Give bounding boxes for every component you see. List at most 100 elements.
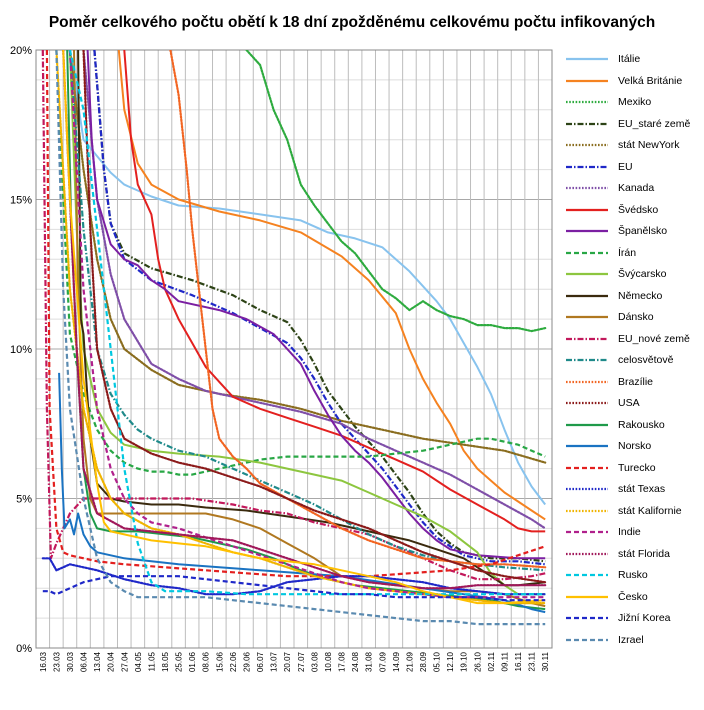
- legend-label: stát Florida: [618, 547, 670, 560]
- series-line-27: [55, 50, 546, 626]
- legend-item: Švédsko: [562, 200, 658, 220]
- legend-swatch: [566, 358, 608, 362]
- tick-labels: 0% 5% 10% 15% 20% 16.03 23.03 30.03 06.04 13.04 20…: [10, 45, 550, 672]
- legend-item: Brazílie: [562, 372, 653, 392]
- y-tick-label: 20%: [10, 45, 32, 57]
- legend-swatch: [566, 229, 608, 233]
- legend-item: Izrael: [562, 630, 644, 650]
- x-tick-label: 01.06: [188, 651, 197, 672]
- legend-label: Švédsko: [618, 203, 659, 216]
- legend-swatch: [566, 552, 608, 555]
- legend-swatch: [566, 466, 608, 469]
- legend-swatch: [566, 337, 608, 340]
- x-tick-label: 27.04: [120, 651, 129, 672]
- legend-item: Itálie: [562, 49, 640, 69]
- x-tick-label: 03.08: [310, 651, 319, 672]
- legend-item: Rusko: [562, 565, 648, 585]
- x-tick-label: 07.09: [378, 651, 387, 672]
- legend-label: EU: [618, 160, 633, 173]
- legend-swatch: [566, 143, 608, 147]
- legend-label: Norsko: [618, 440, 652, 452]
- x-tick-label: 13.07: [270, 651, 279, 672]
- legend-swatch: [566, 595, 608, 598]
- legend-label: Česko: [618, 590, 648, 603]
- series-line-20: [41, 557, 547, 596]
- legend-swatch: [566, 100, 608, 104]
- x-tick-label: 25.05: [175, 651, 184, 672]
- legend-swatch: [566, 79, 608, 82]
- legend-item: Mexiko: [562, 92, 651, 112]
- legend-item: celosvětově: [562, 350, 673, 370]
- legend-item: Írán: [562, 243, 636, 263]
- legend-label: celosvětově: [618, 354, 674, 366]
- legend-label: Indie: [618, 526, 641, 538]
- legend-swatch: [566, 57, 608, 61]
- y-tick-label: 15%: [10, 195, 32, 207]
- legend-item: Jižní Korea: [562, 608, 671, 628]
- legend-item: USA: [562, 393, 640, 413]
- legend-item: stát Florida: [562, 544, 670, 564]
- legend-label: Velká Británie: [618, 74, 683, 87]
- x-tick-label: 22.06: [229, 651, 238, 672]
- x-tick-label: 30.03: [66, 651, 75, 672]
- legend-label: stát Texas: [618, 483, 666, 495]
- series-line-1: [117, 50, 546, 521]
- legend-item: EU_nové země: [562, 329, 690, 349]
- x-tick-label: 15.06: [215, 651, 224, 672]
- legend-item: Dánsko: [562, 307, 654, 327]
- legend-label: Rakousko: [618, 418, 665, 431]
- legend-label: Izrael: [618, 633, 644, 646]
- x-tick-label: 29.06: [242, 651, 251, 672]
- series-line-8: [86, 50, 546, 560]
- legend-swatch: [566, 186, 608, 190]
- legend-swatch: [566, 122, 608, 125]
- series-line-5: [93, 50, 546, 566]
- x-tick-label: 10.08: [324, 651, 333, 672]
- y-tick-label: 0%: [16, 643, 32, 655]
- series-line-6: [82, 50, 547, 530]
- series-line-13: [41, 50, 546, 581]
- series-line-9: [55, 50, 546, 476]
- legend-label: Jižní Korea: [618, 612, 671, 624]
- x-tick-label: 06.04: [80, 651, 89, 672]
- series-line-18: [58, 372, 546, 614]
- legend-item: stát Kalifornie: [562, 501, 682, 521]
- legend-item: Německo: [562, 286, 662, 306]
- x-tick-label: 12.10: [446, 651, 455, 672]
- legend-label: Brazílie: [618, 375, 654, 388]
- legend-label: Turecko: [618, 461, 656, 474]
- legend-swatch: [566, 315, 608, 319]
- legend-swatch: [566, 509, 608, 512]
- series-line-15: [169, 50, 547, 569]
- x-tick-label: 16.03: [39, 651, 48, 672]
- x-tick-label: 16.11: [514, 651, 523, 671]
- x-tick-label: 31.08: [365, 651, 374, 672]
- legend-label: Španělsko: [618, 225, 668, 237]
- legend-swatch: [566, 487, 608, 491]
- series-line-0: [68, 50, 546, 506]
- x-tick-label: 02.11: [487, 651, 496, 671]
- legend-label: Írán: [618, 246, 637, 259]
- legend-label: EU_staré země: [618, 117, 691, 130]
- y-tick-label: 5%: [16, 494, 32, 506]
- series-line-23: [62, 50, 547, 590]
- series-lines: [41, 50, 547, 626]
- chart-title: Poměr celkového počtu obětí k 18 dní zpo…: [48, 14, 656, 31]
- plot-frame: [35, 49, 553, 649]
- series-line-25: [62, 50, 546, 605]
- legend-label: stát NewYork: [618, 139, 680, 151]
- x-tick-label: 27.07: [297, 651, 306, 672]
- legend-swatch: [566, 444, 608, 448]
- x-tick-label: 11.05: [147, 651, 156, 671]
- x-tick-label: 08.06: [202, 651, 211, 672]
- series-line-11: [77, 50, 546, 587]
- series-line-26: [42, 575, 546, 602]
- legend-label: Německo: [618, 289, 663, 302]
- legend-swatch: [566, 208, 608, 211]
- legend-label: Rusko: [618, 569, 648, 581]
- x-tick-label: 20.07: [283, 651, 292, 672]
- legend-label: Švýcarsko: [618, 268, 667, 280]
- legend-label: USA: [618, 397, 640, 409]
- legend-swatch: [566, 251, 608, 254]
- legend-label: Dánsko: [618, 311, 654, 323]
